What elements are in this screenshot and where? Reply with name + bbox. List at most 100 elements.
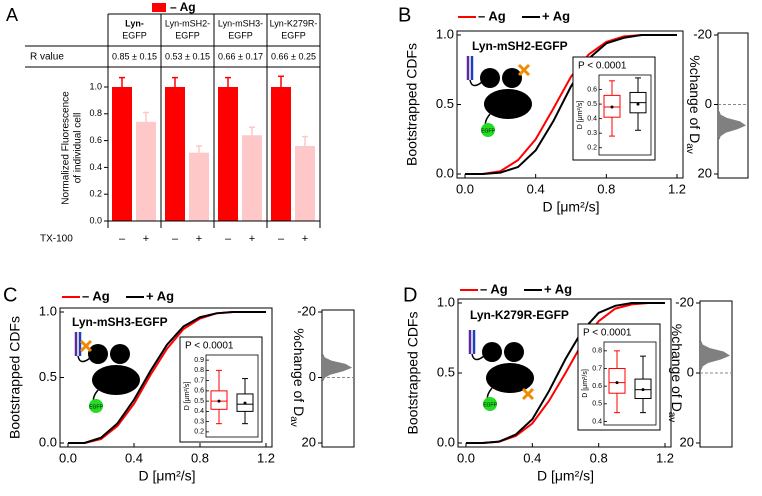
egfp: [481, 123, 495, 137]
column-header: EGFP: [122, 30, 147, 40]
side-y-tick-label: 20: [302, 434, 316, 449]
domain-label: Kinase: [102, 375, 130, 385]
y-tick-label: 0.2: [89, 189, 102, 199]
x-mark: +: [249, 233, 255, 245]
column-header: Lyn-: [125, 18, 144, 28]
inset-frame: [179, 336, 263, 443]
bar: [136, 121, 156, 221]
x-tick-label: 0.0: [457, 450, 475, 465]
inset-y-label: D [μm²/s]: [582, 369, 589, 398]
column-header: EGFP: [228, 30, 253, 40]
inset-y-tick-label: 0.8: [194, 367, 204, 374]
box-mean: [636, 102, 640, 106]
x-row-label: TX-100: [40, 234, 73, 245]
inset-y-tick-label: 0.7: [592, 365, 602, 372]
x-tick-label: 0.4: [527, 181, 545, 196]
mutation-cross: [517, 63, 531, 77]
x-mark: –: [172, 233, 179, 245]
bar: [295, 145, 315, 221]
domain: [88, 344, 108, 364]
panel-label: D: [403, 284, 417, 306]
bar: [218, 87, 238, 221]
x-axis-label: D [μm²/s]: [542, 199, 599, 215]
y-axis-label: Bootstrapped CDFs: [404, 43, 420, 166]
legend-label: + Ag: [544, 281, 572, 296]
x-tick-label: 1.2: [656, 450, 674, 465]
cdf-line: [466, 302, 665, 444]
chart-title: Lyn-mSH2-EGFP: [472, 39, 568, 53]
y-tick-label: 0.0: [39, 434, 57, 449]
inset-y-tick-label: 0.4: [587, 115, 597, 122]
bar: [271, 87, 291, 221]
panel-label: A: [6, 5, 18, 25]
domain-label: SH3: [484, 348, 500, 357]
linker: [469, 79, 483, 87]
inset-y-tick-label: 0.3: [587, 130, 597, 137]
domain-label: Kinase: [496, 373, 524, 383]
side-y-tick-label: 0: [687, 364, 694, 379]
side-y-tick-label: -20: [693, 26, 712, 41]
x-tick-label: 0.8: [590, 450, 608, 465]
y-tick-label: 0.0: [89, 215, 102, 225]
y-axis-label: Normalized Fluorescence: [61, 91, 72, 205]
y-tick-label: 0.4: [89, 162, 102, 172]
side-y-label: %change of Dav: [288, 328, 307, 427]
domain: [482, 342, 502, 362]
x-mark: +: [302, 233, 308, 245]
domain: [110, 344, 130, 364]
side-y-label-main: %change of D: [669, 324, 685, 412]
domain: [502, 68, 522, 88]
side-distribution: [718, 111, 747, 140]
legend-label: – Ag: [478, 8, 506, 23]
domain: [92, 365, 140, 395]
inset-y-tick-label: 0.2: [587, 145, 597, 152]
cdf-line: [68, 311, 266, 444]
row-value: 0.66 ± 0.17: [218, 51, 263, 61]
inset-y-tick-label: 0.4: [592, 418, 602, 425]
legend-label: + Ag: [146, 288, 174, 303]
bar: [242, 135, 262, 221]
domain: [486, 363, 534, 393]
x-mark: –: [119, 233, 126, 245]
box-mean: [615, 381, 619, 385]
x-tick-label: 0.8: [191, 450, 209, 465]
y-tick-label: 0.5: [436, 96, 454, 111]
x-tick-label: 1.2: [257, 450, 275, 465]
side-y-label-sub: av: [666, 412, 677, 423]
bar: [189, 152, 209, 221]
x-mark: +: [143, 233, 149, 245]
box-mean: [641, 388, 645, 392]
inset-y-tick-label: 0.6: [587, 86, 597, 93]
y-tick-label: 1.0: [436, 26, 454, 41]
x-tick-label: 0.0: [59, 450, 77, 465]
domain: [484, 89, 532, 119]
inset-y-tick-label: 0.8: [592, 348, 602, 355]
side-distribution: [700, 341, 731, 370]
y-tick-label: 0.5: [437, 364, 455, 379]
column-header: Lyn-mSH2-: [165, 18, 210, 28]
cdf-line: [465, 34, 677, 175]
mutation-cross: [79, 339, 93, 353]
inset-y-tick-label: 0.9: [194, 357, 204, 364]
bar: [165, 87, 185, 221]
legend-label: + Ag: [542, 8, 570, 23]
x-tick-label: 0.8: [597, 181, 615, 196]
panel-label: C: [3, 284, 17, 306]
inset-y-tick-label: 0.5: [592, 401, 602, 408]
x-tick-label: 0.4: [125, 450, 143, 465]
column-header: Lyn-mSH3-: [218, 18, 263, 28]
x-mark: +: [196, 233, 202, 245]
side-y-tick-label: 20: [680, 434, 694, 449]
domain-label: EGFP: [481, 128, 495, 134]
y-tick-label: 1.0: [39, 303, 57, 318]
y-axis-label: Bootstrapped CDFs: [405, 312, 421, 435]
panel-label: B: [398, 4, 411, 26]
y-tick-label: 0.0: [437, 434, 455, 449]
x-tick-label: 0.0: [456, 181, 474, 196]
side-y-tick-label: 20: [698, 165, 712, 180]
inset-y-tick-label: 0.3: [194, 418, 204, 425]
x-axis-label: D [μm²/s]: [537, 468, 594, 484]
inset-y-label: D [μm²/s]: [184, 382, 191, 411]
domain: [504, 342, 524, 362]
inset-y-tick-label: 0.6: [592, 383, 602, 390]
